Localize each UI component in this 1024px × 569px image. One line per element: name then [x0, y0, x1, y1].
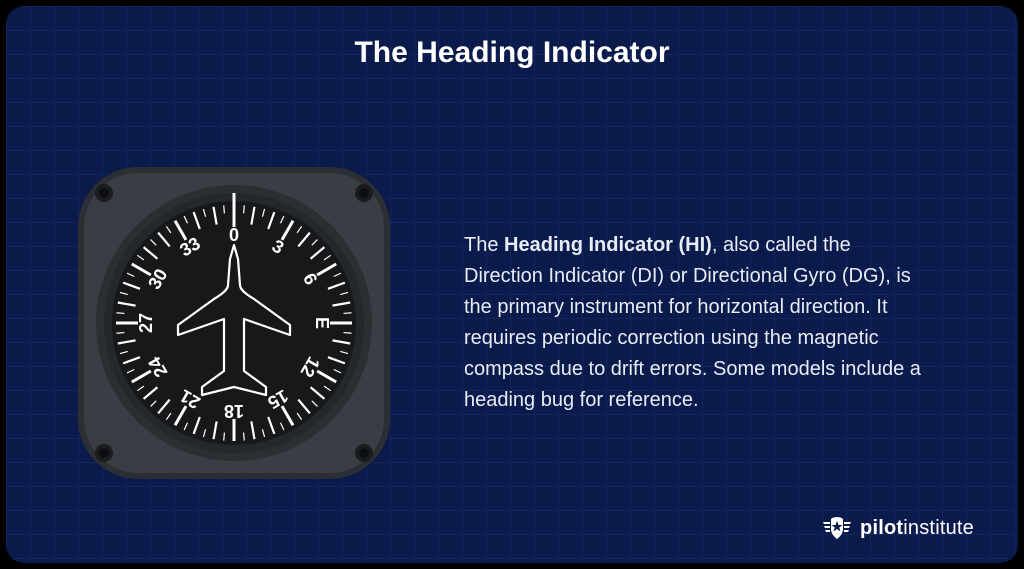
brand-light: pilot: [860, 517, 903, 539]
info-card: The Heading Indicator 036E12151821242730…: [6, 6, 1018, 563]
page-title: The Heading Indicator: [56, 36, 968, 70]
desc-after: , also called the Direction Indicator (D…: [464, 234, 921, 411]
svg-text:27: 27: [136, 312, 156, 332]
svg-text:18: 18: [224, 401, 244, 421]
svg-text:0: 0: [229, 225, 239, 245]
heading-indicator-gauge: 036E1215182124273033: [74, 163, 394, 483]
desc-bold: Heading Indicator (HI): [504, 234, 712, 256]
shield-wings-icon: [822, 515, 852, 541]
description-text: The Heading Indicator (HI), also called …: [464, 230, 924, 416]
desc-before: The: [464, 234, 504, 256]
svg-text:E: E: [312, 316, 332, 328]
brand-text: pilotinstitute: [860, 517, 974, 540]
brand-footer: pilotinstitute: [822, 515, 974, 541]
content-row: 036E1215182124273033 The Heading Indicat…: [56, 110, 968, 535]
brand-bold: institute: [903, 517, 974, 539]
